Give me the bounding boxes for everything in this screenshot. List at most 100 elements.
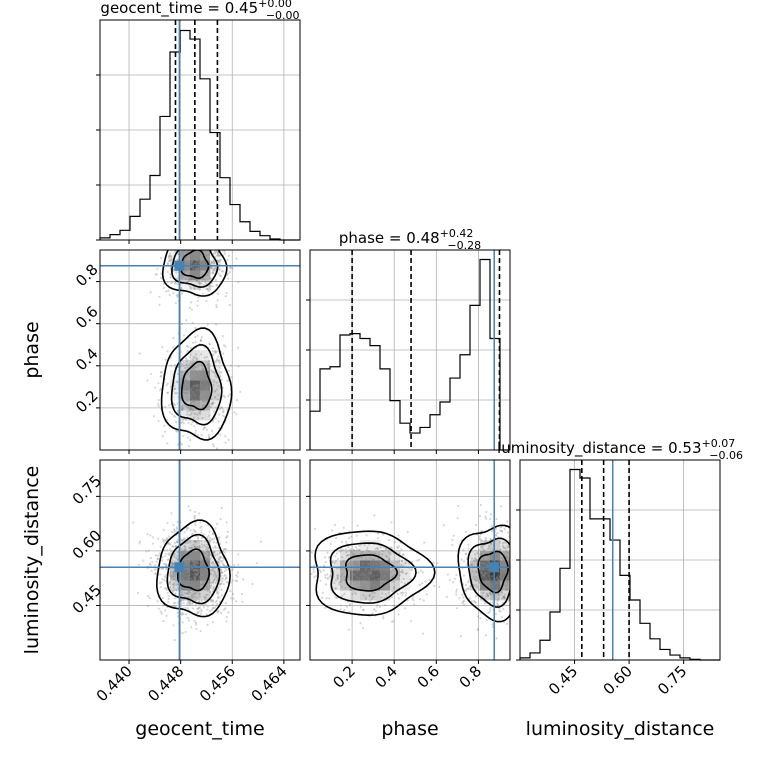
scatter-point <box>487 558 490 562</box>
scatter-point <box>193 595 196 598</box>
scatter-point <box>495 576 499 579</box>
scatter-point <box>185 591 189 594</box>
scatter-point <box>194 561 197 564</box>
scatter-point <box>159 610 162 613</box>
scatter-point <box>334 587 337 590</box>
scatter-point <box>425 593 428 596</box>
scatter-point <box>212 383 215 386</box>
scatter-point <box>478 580 481 583</box>
scatter-point <box>480 571 484 575</box>
scatter-point <box>401 569 404 572</box>
scatter-point <box>461 602 464 605</box>
scatter-point <box>188 259 191 262</box>
scatter-point <box>218 407 221 410</box>
scatter-point <box>362 594 365 597</box>
scatter-point <box>212 242 214 244</box>
scatter-point <box>490 575 493 578</box>
scatter-point <box>194 335 197 339</box>
scatter-point <box>187 557 191 560</box>
scatter-point <box>474 558 478 561</box>
scatter-point <box>381 581 384 585</box>
scatter-point <box>482 549 485 552</box>
density-bin <box>190 560 201 571</box>
scatter-point <box>170 530 174 534</box>
scatter-point <box>184 418 187 421</box>
scatter-point <box>175 541 178 544</box>
scatter-point <box>190 261 193 265</box>
scatter-point <box>361 608 365 612</box>
scatter-point <box>185 562 188 565</box>
scatter-point <box>214 252 217 255</box>
scatter-point <box>187 540 191 543</box>
scatter-point <box>496 602 499 605</box>
scatter-point <box>209 262 212 265</box>
scatter-point <box>484 536 487 540</box>
scatter-point <box>212 587 215 590</box>
scatter-point <box>214 527 217 530</box>
scatter-point <box>198 600 201 603</box>
scatter-point <box>152 536 155 539</box>
scatter-point <box>476 628 480 631</box>
scatter-point <box>187 382 190 385</box>
scatter-point <box>210 608 213 611</box>
histogram-geocent_time <box>99 29 300 241</box>
scatter-point <box>511 567 513 569</box>
scatter-point <box>201 573 205 577</box>
scatter-point <box>336 576 339 579</box>
scatter-point <box>512 579 514 581</box>
scatter-point <box>200 378 203 382</box>
scatter-point <box>382 617 385 620</box>
scatter-point <box>222 352 225 355</box>
scatter-point <box>183 561 187 564</box>
scatter-point <box>214 601 217 604</box>
scatter-point <box>211 580 214 584</box>
scatter-point <box>370 584 373 587</box>
scatter-point <box>376 546 379 550</box>
scatter-point <box>190 253 193 256</box>
scatter-point <box>376 537 379 540</box>
scatter-point <box>229 266 232 269</box>
scatter-point <box>364 597 368 601</box>
scatter-point <box>199 260 202 263</box>
scatter-point <box>483 575 486 578</box>
scatter-point <box>401 593 404 597</box>
scatter-point <box>158 582 162 585</box>
scatter-point <box>200 525 203 528</box>
density-bin <box>170 390 181 401</box>
scatter-point <box>213 268 216 271</box>
scatter-point <box>388 558 391 561</box>
scatter-point <box>201 417 204 420</box>
scatter-point <box>385 555 388 558</box>
scatter-point <box>501 542 504 545</box>
scatter-point <box>186 574 189 577</box>
scatter-point <box>209 266 212 269</box>
scatter-point <box>198 389 201 392</box>
scatter-point <box>209 285 212 288</box>
scatter-point <box>187 221 189 223</box>
scatter-point <box>198 270 202 274</box>
density-bin <box>360 570 371 581</box>
scatter-point <box>370 572 373 575</box>
scatter-point <box>220 577 223 580</box>
scatter-point <box>186 601 189 604</box>
density-bin <box>350 550 361 561</box>
scatter-point <box>350 550 353 553</box>
scatter-point <box>503 596 507 600</box>
scatter-point <box>497 578 500 581</box>
scatter-point <box>357 585 361 589</box>
scatter-point <box>186 570 190 573</box>
scatter-point <box>191 552 194 556</box>
scatter-point <box>401 591 404 594</box>
scatter-point <box>200 569 204 572</box>
scatter-point <box>176 558 179 561</box>
scatter-point <box>505 557 509 560</box>
scatter-point <box>195 572 198 576</box>
scatter-point <box>217 384 220 388</box>
scatter-point <box>496 576 499 579</box>
scatter-point <box>498 576 501 579</box>
scatter-point <box>184 606 187 609</box>
scatter-point <box>198 379 201 382</box>
scatter-point <box>489 513 492 516</box>
scatter-point <box>205 388 208 391</box>
scatter-point <box>498 558 501 561</box>
